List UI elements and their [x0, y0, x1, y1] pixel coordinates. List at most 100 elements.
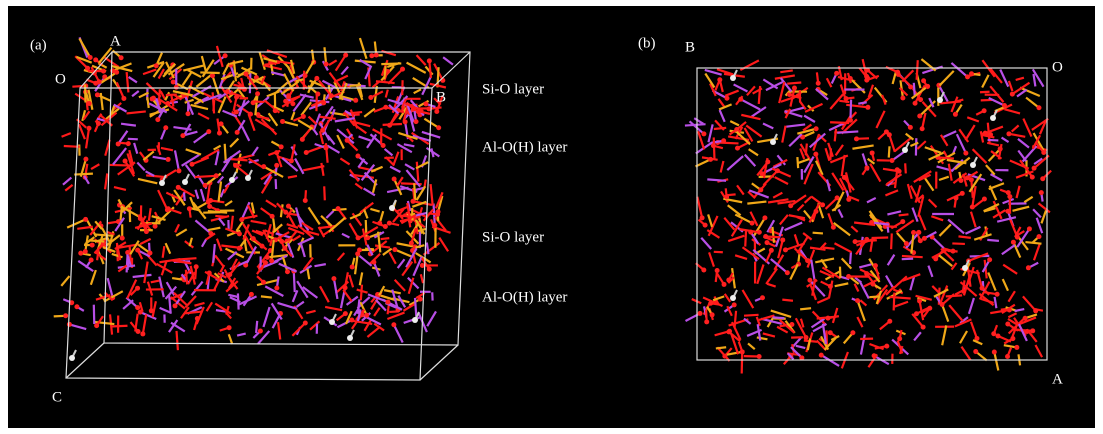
- atom: [436, 125, 441, 130]
- hydrogen: [937, 97, 943, 103]
- atom: [785, 270, 790, 275]
- bond: [830, 148, 831, 160]
- atom: [166, 206, 171, 211]
- atom: [274, 163, 279, 168]
- atom: [1026, 265, 1031, 270]
- atom: [958, 178, 963, 183]
- atom: [870, 282, 875, 287]
- atom: [757, 230, 762, 235]
- bond: [94, 234, 113, 235]
- axis-label: O: [55, 71, 66, 87]
- atom: [67, 322, 72, 327]
- atom: [300, 137, 305, 142]
- atom: [855, 298, 860, 303]
- atom: [828, 330, 833, 335]
- hydrogen: [245, 175, 251, 181]
- atom: [715, 268, 720, 273]
- atom: [78, 251, 83, 256]
- atom: [897, 336, 902, 341]
- bond: [718, 143, 739, 144]
- hydrogen: [730, 75, 736, 81]
- atom: [927, 306, 932, 311]
- bond: [128, 139, 138, 140]
- atom: [1033, 308, 1038, 313]
- atom: [263, 260, 268, 265]
- bond: [184, 192, 185, 201]
- atom: [1007, 307, 1012, 312]
- atom: [1005, 322, 1010, 327]
- atom: [166, 157, 171, 162]
- atom: [286, 204, 291, 209]
- atom: [176, 185, 181, 190]
- atom: [324, 62, 329, 67]
- axis-label: A: [110, 33, 121, 49]
- atom: [853, 239, 858, 244]
- atom: [336, 206, 341, 211]
- atom: [187, 206, 192, 211]
- atom: [227, 325, 232, 330]
- atom: [140, 331, 145, 336]
- atom: [153, 224, 158, 229]
- atom: [371, 260, 376, 265]
- panel-label: (b): [638, 35, 656, 51]
- atom: [235, 130, 240, 135]
- bond: [837, 131, 858, 132]
- atom: [765, 159, 770, 164]
- axis-label: A: [1052, 371, 1063, 387]
- atom: [850, 330, 855, 335]
- figure: (a) A O B C Si-O layer Al-O(H) layer Si-…: [0, 0, 1103, 434]
- layer-label: Al-O(H) layer: [482, 139, 567, 155]
- atom: [895, 70, 900, 75]
- atom: [775, 168, 780, 173]
- atom: [895, 167, 900, 172]
- atom: [355, 251, 360, 256]
- atom: [717, 77, 722, 82]
- atom: [95, 92, 100, 97]
- bond: [256, 321, 257, 333]
- atom: [787, 92, 792, 97]
- atom: [249, 292, 254, 297]
- atom: [1041, 150, 1046, 155]
- atom: [921, 78, 926, 83]
- bond: [899, 214, 909, 215]
- atom: [758, 187, 763, 192]
- bond: [835, 129, 836, 142]
- bond: [891, 233, 892, 249]
- bond: [914, 83, 915, 97]
- atom: [917, 299, 922, 304]
- bond: [324, 186, 325, 200]
- atom: [1006, 131, 1011, 136]
- bond: [813, 233, 823, 234]
- atom: [869, 220, 874, 225]
- bond: [917, 60, 918, 80]
- atom: [207, 204, 212, 209]
- atom: [418, 297, 423, 302]
- hydrogen: [902, 147, 908, 153]
- atom: [147, 251, 152, 256]
- atom: [350, 264, 355, 269]
- hydrogen: [990, 115, 996, 121]
- atom: [703, 223, 708, 228]
- atom: [757, 354, 762, 359]
- atom: [391, 322, 396, 327]
- bond: [800, 308, 811, 309]
- atom: [890, 158, 895, 163]
- atom: [190, 162, 195, 167]
- atom: [301, 114, 306, 119]
- bond: [415, 298, 416, 317]
- bond: [773, 317, 785, 318]
- atom: [270, 214, 275, 219]
- axis-label: C: [52, 389, 62, 405]
- atom: [704, 319, 709, 324]
- atom: [1040, 176, 1045, 181]
- bond: [988, 140, 999, 141]
- atom: [701, 131, 706, 136]
- atom: [87, 101, 92, 106]
- atom: [887, 132, 892, 137]
- atom: [63, 313, 68, 318]
- atom: [244, 71, 249, 76]
- bond: [361, 285, 362, 301]
- bond: [215, 216, 226, 217]
- bond: [745, 231, 746, 247]
- bond: [381, 238, 390, 239]
